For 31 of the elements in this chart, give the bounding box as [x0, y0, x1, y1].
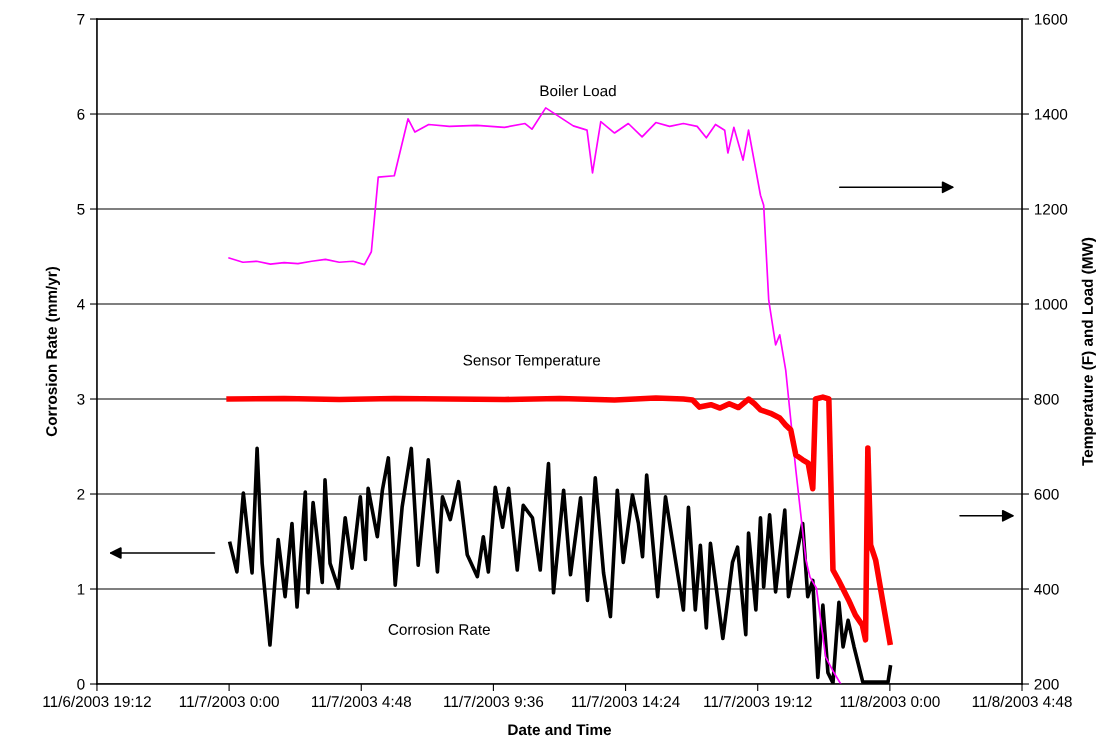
x-tick-label: 11/7/2003 19:12	[704, 695, 812, 708]
y2-tick-label: 1400	[1034, 108, 1068, 120]
x-tick-label: 11/7/2003 9:36	[444, 695, 544, 708]
y-tick-label: 5	[77, 204, 85, 215]
series-label: Boiler Load	[540, 85, 616, 97]
y2-tick-label: 1600	[1034, 13, 1068, 25]
y2-axis-title: Temperature (F) and Load (MW)	[1081, 237, 1096, 466]
y2-tick-label: 1200	[1034, 203, 1068, 215]
y-axis-title: Corrosion Rate (mm/yr)	[45, 266, 60, 437]
y-tick-label: 0	[77, 678, 85, 690]
y-tick-label: 2	[77, 488, 85, 500]
y-tick-label: 6	[77, 108, 85, 120]
x-tick-label: 11/8/2003 4:48	[972, 695, 1072, 708]
y2-tick-label: 800	[1034, 393, 1059, 405]
y2-tick-label: 400	[1034, 583, 1059, 595]
x-tick-label: 11/6/2003 19:12	[43, 695, 151, 708]
x-tick-label: 11/7/2003 0:00	[179, 695, 279, 708]
x-tick-label: 11/7/2003 4:48	[312, 695, 412, 708]
line-series	[228, 107, 842, 685]
y-tick-label: 7	[77, 14, 85, 25]
y2-tick-label: 600	[1034, 488, 1059, 500]
y-tick-label: 4	[77, 299, 85, 310]
y-tick-label: 1	[77, 584, 85, 595]
y-tick-label: 3	[77, 393, 85, 405]
series-label: Sensor Temperature	[463, 354, 601, 369]
y2-tick-label: 200	[1034, 678, 1059, 690]
y2-tick-label: 1000	[1034, 298, 1068, 310]
text: Corrosion Rate	[388, 623, 490, 635]
x-tick-label: 11/8/2003 0:00	[840, 695, 940, 708]
x-axis-title: Date and Time	[508, 723, 612, 736]
x-tick-label: 11/7/2003 14:24	[572, 695, 680, 708]
